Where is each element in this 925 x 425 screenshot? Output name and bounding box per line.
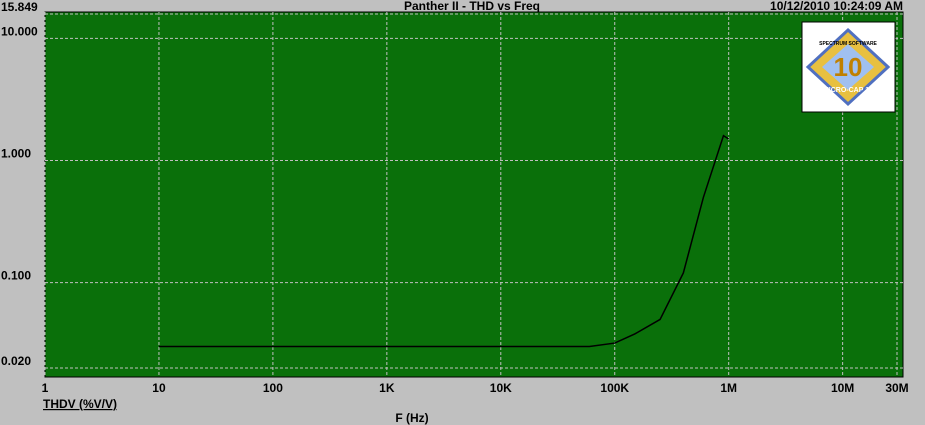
data-line	[158, 134, 730, 348]
x-tick-label: 30M	[885, 381, 908, 395]
logo: SPECTRUM SOFTWARE 10 MICRO-CAP 10	[801, 21, 896, 113]
timestamp: 10/12/2010 10:24:09 AM	[770, 0, 903, 13]
x-tick-label: 1M	[720, 381, 737, 395]
logo-top: SPECTRUM SOFTWARE	[819, 41, 877, 47]
y-tick-label: 15.849	[1, 0, 38, 14]
x-tick-label: 1	[42, 381, 49, 395]
x-tick-label: 100K	[600, 381, 629, 395]
x-tick-label: 100	[263, 381, 283, 395]
y-axis-label: THDV (%V/V)	[43, 397, 117, 411]
y-tick-label: 0.100	[1, 269, 31, 283]
logo-number: 10	[834, 52, 863, 82]
x-tick-label: 10K	[490, 381, 512, 395]
x-axis-label: F (Hz)	[395, 411, 428, 425]
x-tick-label: 10M	[831, 381, 854, 395]
y-tick-label: 10.000	[1, 24, 38, 38]
y-tick-label: 1.000	[1, 147, 31, 161]
chart-title: Panther II - THD vs Freq	[404, 0, 540, 13]
logo-bottom: MICRO-CAP 10	[823, 87, 873, 94]
plot-content: 0.020 0.100 1.000 10.000 15.849 1 10 100 1K 10K 10…	[1, 0, 909, 395]
x-tick-label: 1K	[379, 381, 395, 395]
x-tick-label: 10	[152, 381, 166, 395]
plot-area	[44, 11, 904, 378]
logo-inner	[822, 44, 874, 90]
y-tick-label: 0.020	[1, 354, 31, 368]
